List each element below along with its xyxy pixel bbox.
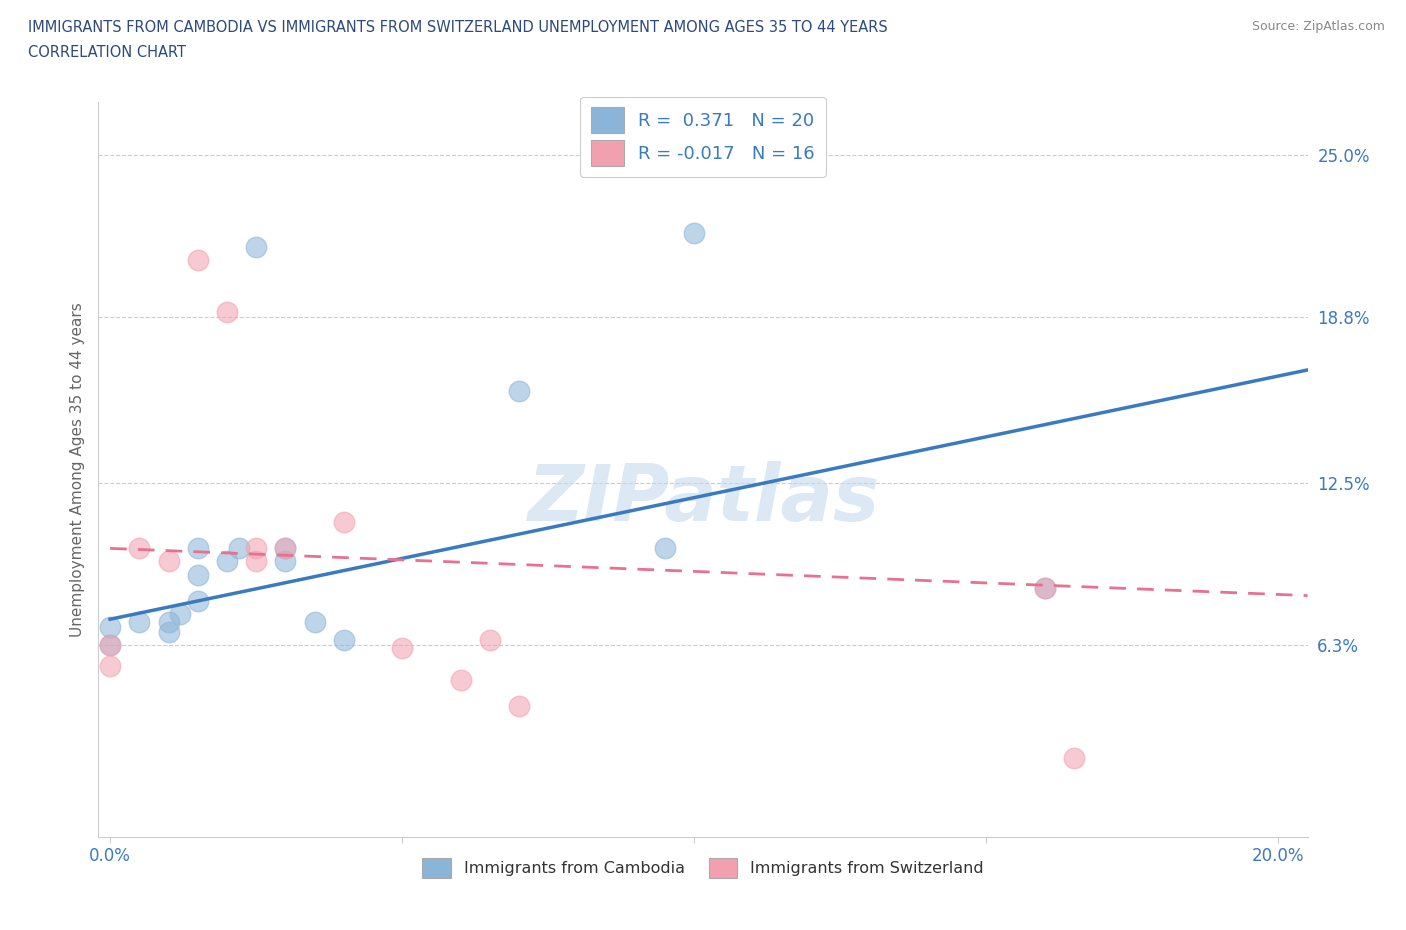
Point	[274, 541, 297, 556]
Text: Source: ZipAtlas.com: Source: ZipAtlas.com	[1251, 20, 1385, 33]
Point	[683, 226, 706, 241]
Point	[245, 541, 267, 556]
Point	[98, 619, 121, 634]
Point	[128, 615, 150, 630]
Point	[1033, 580, 1056, 595]
Text: CORRELATION CHART: CORRELATION CHART	[28, 45, 186, 60]
Point	[169, 606, 191, 621]
Point	[187, 567, 209, 582]
Point	[245, 554, 267, 569]
Point	[157, 554, 180, 569]
Point	[157, 615, 180, 630]
Point	[215, 554, 238, 569]
Point	[274, 554, 297, 569]
Point	[187, 541, 209, 556]
Point	[128, 541, 150, 556]
Point	[98, 659, 121, 674]
Point	[245, 239, 267, 254]
Point	[187, 252, 209, 267]
Point	[654, 541, 676, 556]
Point	[450, 672, 472, 687]
Text: IMMIGRANTS FROM CAMBODIA VS IMMIGRANTS FROM SWITZERLAND UNEMPLOYMENT AMONG AGES : IMMIGRANTS FROM CAMBODIA VS IMMIGRANTS F…	[28, 20, 887, 35]
Point	[1063, 751, 1085, 765]
Point	[478, 632, 501, 647]
Point	[1033, 580, 1056, 595]
Point	[274, 541, 297, 556]
Point	[332, 632, 354, 647]
Y-axis label: Unemployment Among Ages 35 to 44 years: Unemployment Among Ages 35 to 44 years	[69, 302, 84, 637]
Point	[187, 593, 209, 608]
Point	[508, 698, 530, 713]
Point	[304, 615, 326, 630]
Point	[98, 638, 121, 653]
Point	[98, 638, 121, 653]
Legend: Immigrants from Cambodia, Immigrants from Switzerland: Immigrants from Cambodia, Immigrants fro…	[416, 852, 990, 884]
Point	[332, 514, 354, 529]
Point	[215, 305, 238, 320]
Point	[508, 383, 530, 398]
Point	[391, 641, 413, 656]
Point	[157, 625, 180, 640]
Text: ZIPatlas: ZIPatlas	[527, 461, 879, 537]
Point	[228, 541, 250, 556]
